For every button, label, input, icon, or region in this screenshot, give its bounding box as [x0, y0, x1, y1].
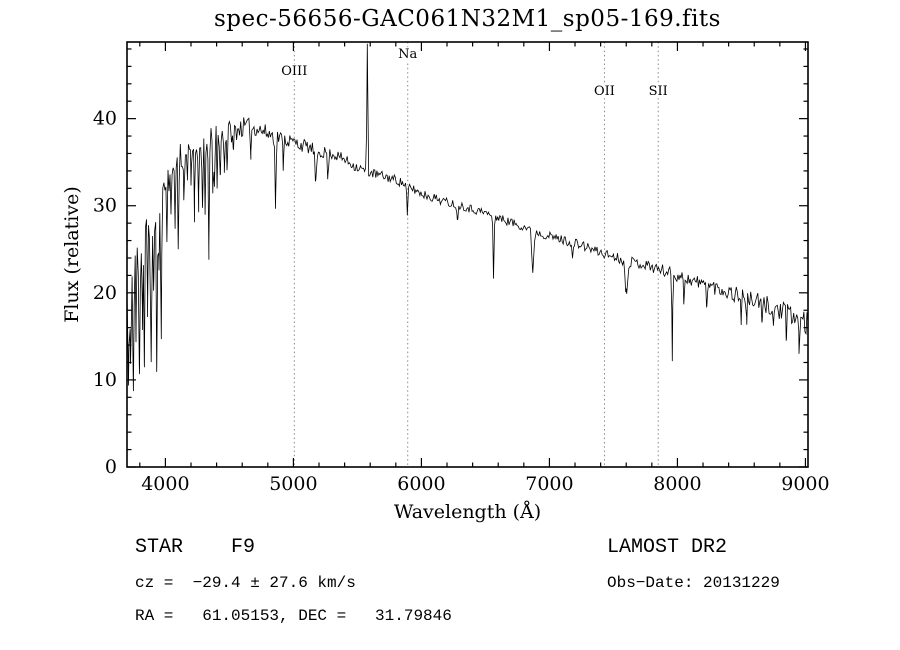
marker-OIII: OIII	[276, 42, 313, 467]
x-tick-label: 4000	[141, 473, 189, 495]
obs-date-label: Obs−Date: 20131229	[607, 574, 780, 592]
marker-SII: SII	[643, 42, 673, 467]
y-tick-label: 0	[105, 456, 117, 478]
marker-label-OII: OII	[594, 84, 615, 99]
y-tick-label: 10	[93, 369, 117, 391]
y-tick-label: 40	[93, 108, 117, 130]
marker-label-Na: Na	[398, 47, 417, 62]
marker-label-SII: SII	[649, 84, 668, 99]
marker-label-bg	[590, 84, 619, 99]
x-tick-label: 9000	[781, 473, 829, 495]
x-axis-label: Wavelength (Å)	[394, 501, 541, 523]
axes-box	[126, 41, 809, 468]
marker-label-bg	[397, 47, 419, 62]
y-tick-label: 20	[93, 282, 117, 304]
marker-Na: Na	[397, 42, 419, 467]
ra-dec-label: RA = 61.05153, DEC = 31.79846	[135, 607, 452, 625]
survey-label: LAMOST DR2	[607, 536, 728, 559]
plot-title: spec-56656-GAC061N32M1_sp05-169.fits	[214, 6, 721, 32]
x-tick-label: 6000	[397, 473, 445, 495]
marker-label-bg	[276, 64, 313, 79]
y-tick-label: 30	[93, 195, 117, 217]
spectrum-line	[126, 43, 809, 392]
marker-label-bg	[643, 84, 673, 99]
marker-OII: OII	[590, 42, 619, 467]
x-tick-label: 5000	[269, 473, 317, 495]
y-axis-label: Flux (relative)	[61, 186, 83, 323]
radial-velocity-label: cz = −29.4 ± 27.6 km/s	[135, 574, 356, 592]
x-tick-label: 8000	[653, 473, 701, 495]
x-tick-label: 7000	[525, 473, 573, 495]
marker-label-OIII: OIII	[281, 64, 307, 79]
classification-label: STAR F9	[135, 536, 256, 559]
